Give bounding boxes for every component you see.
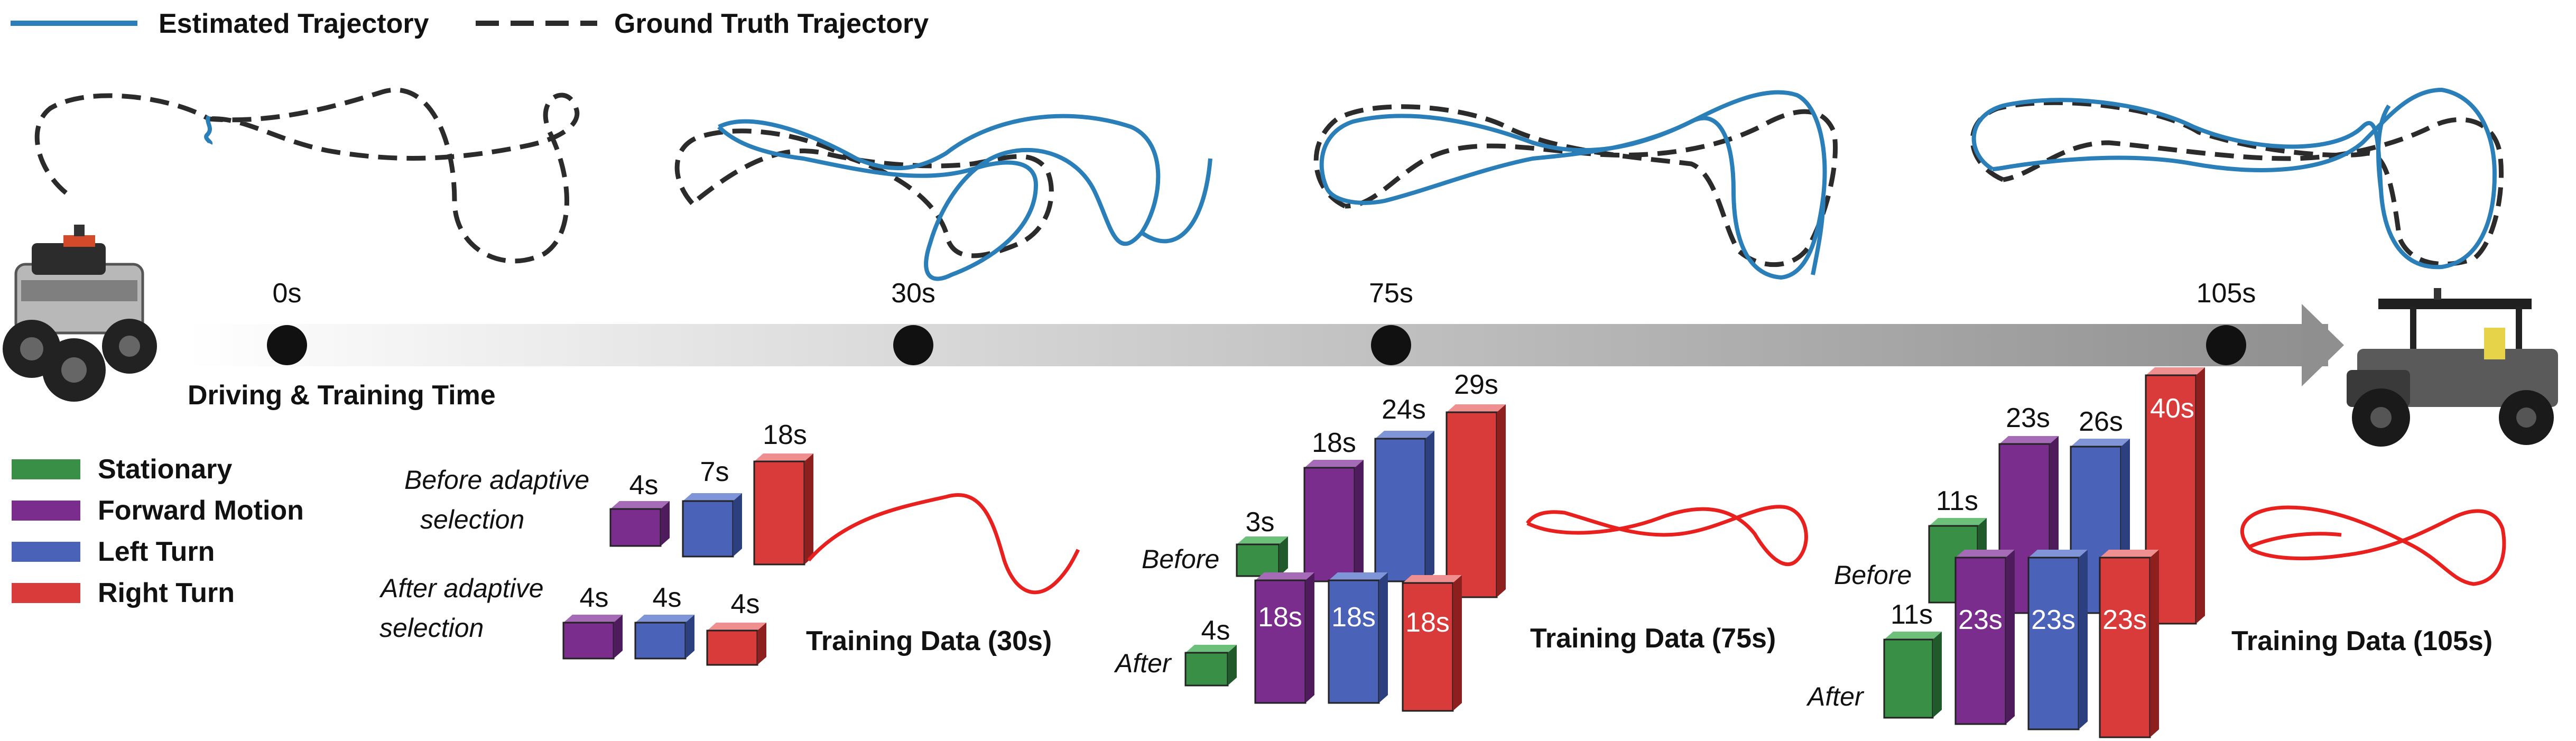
- training-caption-105s: Training Data (105s): [2231, 626, 2492, 656]
- bar-value: 4s: [653, 582, 682, 613]
- training-curve-75s: [1526, 505, 1808, 567]
- class-legend: Stationary Forward Motion Left Turn Righ…: [12, 454, 304, 608]
- bar-value: 18s: [1405, 607, 1450, 638]
- before-label-line2: selection: [420, 505, 524, 534]
- bar-before-right: 18s: [753, 420, 813, 566]
- bar-after-stationary: 4s: [1184, 615, 1237, 687]
- estimated-tail: [1811, 195, 1826, 275]
- bar-value: 4s: [1201, 615, 1230, 646]
- bar-value: 24s: [1382, 394, 1426, 425]
- bar-value: 4s: [580, 582, 609, 613]
- bar-value: 40s: [2150, 393, 2194, 424]
- training-curve-105s: [2240, 505, 2506, 586]
- legend-label-right: Right Turn: [98, 578, 235, 608]
- timeline-dot-0s: [267, 325, 307, 365]
- stage-75s: Before After 3s 18s 24s 29s: [1114, 369, 1808, 712]
- after-label-line2: selection: [379, 613, 484, 643]
- ground-truth-legend-label: Ground Truth Trajectory: [614, 8, 929, 39]
- bar-before-left: 24s: [1374, 394, 1434, 582]
- estimated-path: [717, 114, 1161, 281]
- bar-after-right: 23s: [2099, 550, 2159, 738]
- robot-rover-icon: [3, 225, 157, 402]
- bar-before-forward: 4s: [609, 470, 670, 547]
- bar-after-left: 23s: [2027, 550, 2088, 730]
- legend-swatch-forward: [12, 501, 80, 521]
- timeline-label-30s: 30s: [891, 278, 935, 309]
- trajectory-legend: Estimated Trajectory Ground Truth Trajec…: [11, 8, 929, 39]
- bar-value: 18s: [1312, 428, 1356, 458]
- bar-value: 4s: [629, 470, 659, 501]
- bar-value: 23s: [2102, 605, 2147, 635]
- bar-value: 18s: [1258, 602, 1302, 633]
- training-curve-30s: [807, 493, 1080, 595]
- bar-before-left: 7s: [682, 457, 742, 558]
- bar-value: 29s: [1454, 369, 1498, 400]
- legend-swatch-stationary: [12, 459, 80, 479]
- bar-value: 3s: [1246, 507, 1275, 538]
- legend-label-left: Left Turn: [98, 536, 215, 567]
- estimated-tail: [2376, 104, 2391, 191]
- estimated-path: [204, 115, 213, 145]
- timeline-arrowhead: [2302, 304, 2344, 386]
- bar-after-stationary: 11s: [1883, 599, 1942, 719]
- ground-truth-path: [34, 87, 580, 264]
- bar-value: 11s: [1936, 486, 1978, 516]
- after-label-line1: After adaptive: [379, 573, 544, 603]
- bar-after-right: 18s: [1402, 575, 1462, 712]
- bar-value: 23s: [1958, 605, 2003, 635]
- bar-before-forward: 18s: [1303, 428, 1364, 582]
- legend-swatch-right: [12, 583, 80, 603]
- trajectory-panel-105s: [1970, 87, 2504, 270]
- bar-value: 26s: [2079, 406, 2123, 437]
- timeline-dot-105s: [2206, 325, 2246, 365]
- timeline-label-75s: 75s: [1369, 278, 1413, 309]
- ground-truth-path: [1313, 104, 1838, 267]
- bar-after-left: 18s: [1328, 572, 1388, 704]
- ground-truth-path: [674, 128, 1054, 258]
- bar-value: 23s: [2006, 403, 2050, 433]
- before-label: Before: [1834, 560, 1912, 590]
- timeline-label-105s: 105s: [2197, 278, 2256, 309]
- timeline-dot-30s: [893, 325, 933, 365]
- legend-label-stationary: Stationary: [98, 454, 232, 485]
- after-label: After: [1114, 649, 1172, 678]
- timeline-arrow: 0s 30s 75s 105s Driving & Training Time: [188, 278, 2344, 411]
- ground-truth-path: [1970, 100, 2504, 267]
- bar-value: 18s: [763, 420, 807, 450]
- bar-value: 23s: [2031, 605, 2075, 635]
- bar-after-forward: 18s: [1254, 572, 1314, 704]
- before-label: Before: [1142, 544, 1219, 574]
- timeline-axis-label: Driving & Training Time: [188, 380, 496, 411]
- timeline-label-0s: 0s: [273, 278, 302, 309]
- bar-after-forward: 23s: [1954, 550, 2015, 725]
- legend-swatch-left: [12, 542, 80, 562]
- bar-value: 18s: [1331, 602, 1376, 633]
- bar-value: 11s: [1891, 599, 1933, 630]
- bar-value: 7s: [700, 457, 729, 487]
- bar-after-forward: 4s: [562, 582, 623, 660]
- bar-after-right: 4s: [706, 589, 766, 666]
- trajectory-panel-0s: [34, 87, 580, 264]
- training-caption-75s: Training Data (75s): [1530, 623, 1776, 654]
- timeline-bar: [188, 324, 2328, 366]
- stage-105s: Before After 11s 23s 26s 40s: [1806, 367, 2506, 738]
- before-label-line1: Before adaptive: [404, 465, 589, 495]
- timeline-dot-75s: [1371, 325, 1411, 365]
- estimated-tail: [1140, 158, 1212, 244]
- estimated-legend-label: Estimated Trajectory: [159, 8, 429, 39]
- estimated-path: [1971, 87, 2497, 270]
- trajectory-panel-75s: [1313, 90, 1838, 280]
- legend-label-forward: Forward Motion: [98, 495, 304, 526]
- bar-value: 4s: [731, 589, 760, 619]
- after-label: After: [1806, 682, 1865, 711]
- estimated-path: [1319, 90, 1827, 280]
- bar-before-stationary: 3s: [1236, 507, 1288, 577]
- utility-vehicle-icon: [2347, 288, 2558, 447]
- bar-before-right: 29s: [1445, 369, 1506, 598]
- stage-30s: Before adaptive selection After adaptive…: [379, 420, 1080, 666]
- training-caption-30s: Training Data (30s): [806, 626, 1052, 656]
- trajectory-panel-30s: [674, 114, 1212, 281]
- bar-after-left: 4s: [634, 582, 694, 660]
